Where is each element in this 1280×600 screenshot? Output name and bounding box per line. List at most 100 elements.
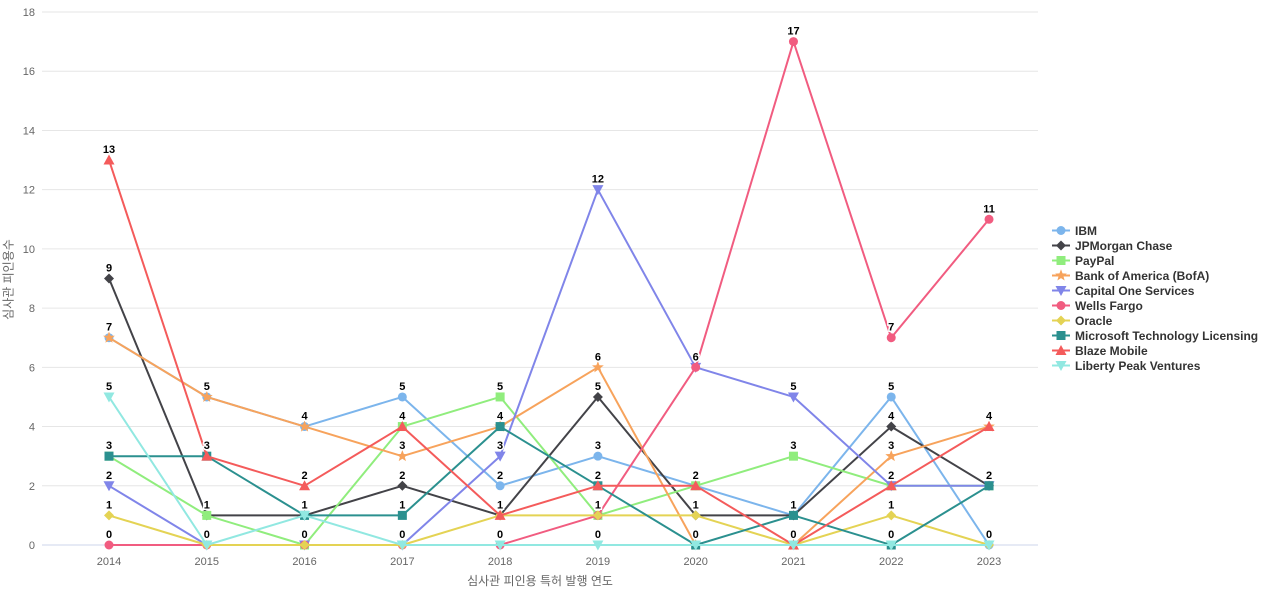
legend-marker[interactable] xyxy=(1056,301,1066,310)
data-point-marker[interactable] xyxy=(886,333,896,343)
y-tick-label: 0 xyxy=(29,540,35,552)
data-point-marker[interactable] xyxy=(104,540,114,550)
data-point-marker[interactable] xyxy=(397,510,407,520)
data-point-marker[interactable] xyxy=(495,422,505,432)
data-point-marker[interactable] xyxy=(984,481,994,491)
data-point-marker[interactable] xyxy=(103,154,115,165)
data-point-marker[interactable] xyxy=(200,390,213,402)
data-label: 5 xyxy=(595,381,601,393)
legend-label: IBM xyxy=(1075,223,1097,238)
legend-item-oracle[interactable]: Oracle xyxy=(1052,313,1258,328)
data-point-marker[interactable] xyxy=(396,540,408,551)
data-point-marker[interactable] xyxy=(592,510,603,521)
legend-marker[interactable] xyxy=(1056,240,1066,251)
data-point-marker[interactable] xyxy=(202,510,212,520)
legend-item-ibm[interactable]: IBM xyxy=(1052,223,1258,238)
legend-marker[interactable] xyxy=(1055,286,1067,296)
data-point-marker[interactable] xyxy=(984,214,994,224)
triangle-down-icon xyxy=(1052,286,1070,296)
data-point-marker[interactable] xyxy=(886,421,897,432)
data-point-marker[interactable] xyxy=(396,449,409,462)
data-point-marker[interactable] xyxy=(592,185,604,196)
legend-item-microsoft-technology-licensing[interactable]: Microsoft Technology Licensing xyxy=(1052,328,1258,343)
legend-marker[interactable] xyxy=(1056,331,1066,340)
data-point-marker[interactable] xyxy=(690,480,702,491)
data-point-marker[interactable] xyxy=(592,361,604,373)
data-point-marker[interactable] xyxy=(103,392,115,403)
data-label: 2 xyxy=(595,470,601,482)
data-label: 5 xyxy=(790,381,796,393)
data-point-marker[interactable] xyxy=(983,540,995,551)
data-point-marker[interactable] xyxy=(201,540,213,551)
data-point-marker[interactable] xyxy=(983,421,995,432)
data-point-marker[interactable] xyxy=(592,540,604,551)
data-point-marker[interactable] xyxy=(885,540,897,551)
data-point-marker[interactable] xyxy=(397,480,408,491)
data-point-marker[interactable] xyxy=(788,451,798,461)
data-point-marker[interactable] xyxy=(299,510,311,521)
data-label: 17 xyxy=(787,26,799,38)
series-line xyxy=(108,336,990,546)
data-point-marker[interactable] xyxy=(788,37,798,47)
data-point-marker[interactable] xyxy=(592,480,604,491)
data-point-marker[interactable] xyxy=(104,451,114,461)
data-label: 0 xyxy=(106,529,112,541)
data-label: 2 xyxy=(986,470,992,482)
data-point-marker[interactable] xyxy=(104,510,114,521)
data-label: 11 xyxy=(983,203,995,215)
data-label: 1 xyxy=(301,499,307,511)
data-point-marker[interactable] xyxy=(201,450,213,461)
legend-label: Capital One Services xyxy=(1075,283,1195,298)
circle-icon xyxy=(1052,301,1070,310)
legend-item-bank-of-america-bofa[interactable]: Bank of America (BofA) xyxy=(1052,268,1258,283)
data-point-marker[interactable] xyxy=(103,481,115,492)
data-point-marker[interactable] xyxy=(298,420,311,432)
data-point-marker[interactable] xyxy=(495,392,505,402)
data-label: 0 xyxy=(301,529,307,541)
legend-marker[interactable] xyxy=(1056,256,1066,265)
data-point-marker[interactable] xyxy=(886,392,896,402)
triangle-down-icon xyxy=(1052,361,1070,371)
legend-marker[interactable] xyxy=(1055,361,1067,371)
legend-marker[interactable] xyxy=(1056,315,1066,326)
data-point-marker[interactable] xyxy=(886,510,897,521)
data-point-marker[interactable] xyxy=(592,391,603,402)
data-point-marker[interactable] xyxy=(690,540,702,551)
diamond-icon xyxy=(1052,315,1070,326)
data-point-marker[interactable] xyxy=(299,540,310,550)
data-point-marker[interactable] xyxy=(495,481,505,491)
data-point-marker[interactable] xyxy=(103,331,115,343)
legend-item-capital-one-services[interactable]: Capital One Services xyxy=(1052,283,1258,298)
data-point-marker[interactable] xyxy=(691,362,701,372)
x-tick-label: 2021 xyxy=(781,556,805,568)
data-label: 1 xyxy=(106,499,112,511)
data-point-marker[interactable] xyxy=(787,540,799,551)
data-label: 2 xyxy=(888,470,894,482)
data-label: 1 xyxy=(888,499,894,511)
data-point-marker[interactable] xyxy=(494,509,506,520)
legend-item-jpmorgan-chase[interactable]: JPMorgan Chase xyxy=(1052,238,1258,253)
legend-item-liberty-peak-ventures[interactable]: Liberty Peak Ventures xyxy=(1052,358,1258,373)
data-point-marker[interactable] xyxy=(397,392,407,402)
data-point-marker[interactable] xyxy=(788,510,798,520)
legend-marker[interactable] xyxy=(1055,345,1067,355)
data-point-marker[interactable] xyxy=(885,449,898,462)
legend-marker[interactable] xyxy=(1056,226,1066,235)
data-point-marker[interactable] xyxy=(104,273,114,284)
data-point-marker[interactable] xyxy=(690,510,701,521)
data-label: 3 xyxy=(595,440,601,452)
data-point-marker[interactable] xyxy=(494,540,506,551)
data-point-marker[interactable] xyxy=(593,451,603,461)
data-point-marker[interactable] xyxy=(787,392,799,403)
legend-item-paypal[interactable]: PayPal xyxy=(1052,253,1258,268)
legend-marker[interactable] xyxy=(1055,269,1067,281)
data-point-marker[interactable] xyxy=(299,480,311,491)
data-point-marker[interactable] xyxy=(494,451,506,462)
series-wells-fargo xyxy=(104,37,994,550)
legend-item-blaze-mobile[interactable]: Blaze Mobile xyxy=(1052,343,1258,358)
data-label: 2 xyxy=(301,470,307,482)
legend-item-wells-fargo[interactable]: Wells Fargo xyxy=(1052,298,1258,313)
data-point-marker[interactable] xyxy=(396,421,408,432)
x-tick-label: 2018 xyxy=(488,556,512,568)
data-point-marker[interactable] xyxy=(885,480,897,491)
